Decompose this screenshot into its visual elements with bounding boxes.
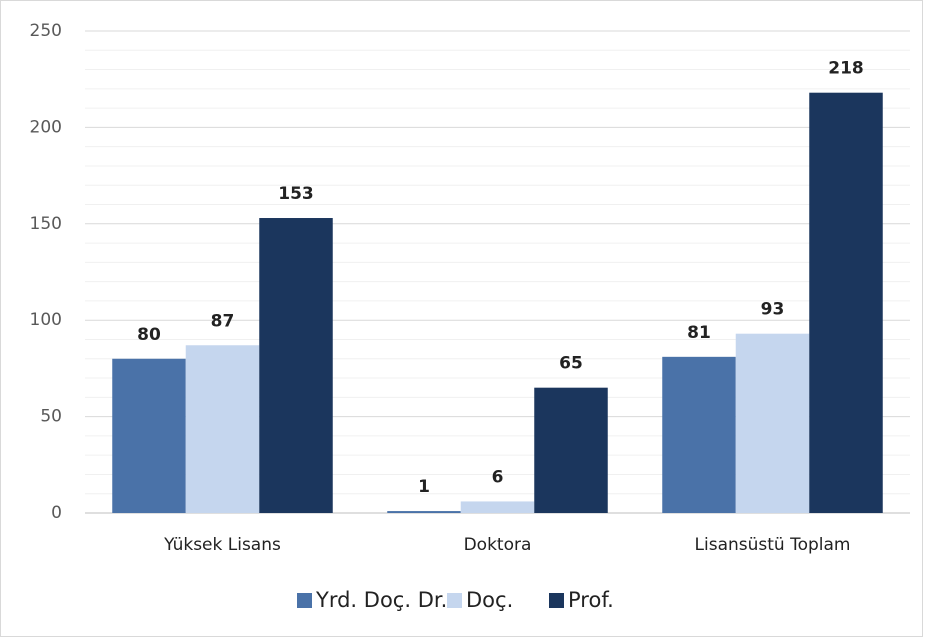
bar: [809, 92, 883, 514]
bar: [185, 345, 260, 513]
x-tick-label: Doktora: [464, 535, 532, 555]
bar: [460, 501, 535, 513]
data-label: 1: [418, 477, 430, 497]
data-label: 65: [559, 354, 583, 374]
y-tick-label: 250: [30, 21, 62, 41]
bar: [534, 387, 608, 513]
bar: [735, 333, 810, 513]
data-label: 6: [492, 467, 504, 487]
legend-label: Prof.: [568, 588, 614, 612]
x-tick-label: Lisansüstü Toplam: [695, 535, 851, 555]
bar: [662, 356, 736, 513]
data-label: 218: [828, 59, 864, 79]
data-label: 87: [211, 311, 235, 331]
y-tick-label: 50: [40, 407, 62, 427]
legend-swatch: [297, 593, 312, 608]
data-label: 93: [761, 300, 785, 320]
legend-swatch: [549, 593, 564, 608]
bar: [387, 511, 461, 513]
bar: [259, 218, 333, 514]
y-tick-label: 200: [30, 117, 62, 137]
data-label: 80: [137, 325, 161, 345]
x-tick-label: Yüksek Lisans: [163, 535, 281, 555]
y-tick-label: 100: [30, 310, 62, 330]
labels: 0 50 100 150 200 250 Yüksek Lisans 80 87 153 Dokto…: [30, 21, 864, 612]
legend-swatch: [447, 593, 462, 608]
legend-label: Yrd. Doç. Dr.: [315, 588, 447, 612]
y-tick-label: 0: [51, 503, 62, 523]
data-label: 153: [278, 184, 314, 204]
data-label: 81: [687, 323, 711, 343]
bars: [112, 92, 883, 514]
y-tick-label: 150: [30, 214, 62, 234]
legend-label: Doç.: [466, 588, 513, 612]
bar: [112, 358, 186, 513]
